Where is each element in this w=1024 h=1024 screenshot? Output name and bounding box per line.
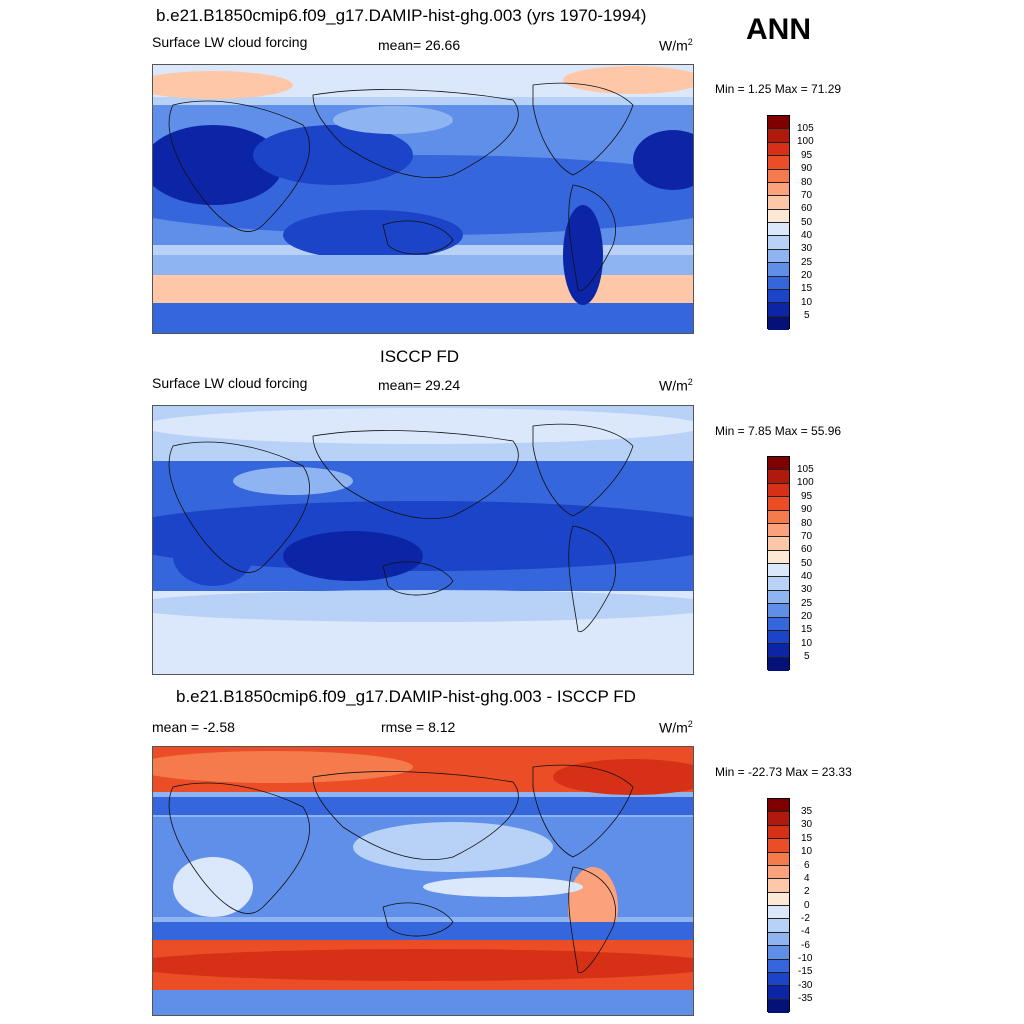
panel3-colorbar-label: 15 [801, 833, 813, 844]
season-label: ANN [746, 13, 811, 46]
panel1-colorbar-label: 100 [797, 136, 814, 147]
panel1-colorbar-label: 70 [801, 190, 813, 201]
panel2-colorbar-label: 20 [801, 611, 813, 622]
panel3-colorbar-label: 0 [804, 900, 810, 911]
panel2-colorbar [767, 456, 790, 671]
panel1-colorbar-label: 10 [801, 297, 813, 308]
panel2-colorbar-label: 60 [801, 544, 813, 555]
panel1-colorbar-label: 60 [801, 203, 813, 214]
panel3-colorbar-label: -30 [798, 980, 813, 991]
panel1-title: b.e21.B1850cmip6.f09_g17.DAMIP-hist-ghg.… [156, 6, 647, 25]
panel1-colorbar-label: 5 [804, 310, 810, 321]
panel1-colorbar-label: 50 [801, 217, 813, 228]
panel3-map [152, 746, 694, 1016]
panel1-colorbar-label: 30 [801, 243, 813, 254]
panel1-colorbar-label: 25 [801, 257, 813, 268]
panel2-title: ISCCP FD [380, 347, 460, 366]
panel3-title: b.e21.B1850cmip6.f09_g17.DAMIP-hist-ghg.… [176, 687, 636, 706]
panel3-mean-label: mean = -2.58 [152, 719, 235, 735]
panel2-colorbar-label: 105 [797, 464, 814, 475]
panel1-variable-label: Surface LW cloud forcing [152, 34, 308, 50]
panel1-colorbar-label: 20 [801, 270, 813, 281]
panel2-minmax: Min = 7.85 Max = 55.96 [715, 424, 842, 438]
panel2-units: W/m2 [659, 377, 693, 394]
panel3-colorbar-label: 30 [801, 819, 813, 830]
panel3-colorbar-label: 6 [804, 860, 810, 871]
panel2-colorbar-label: 80 [801, 518, 813, 529]
panel1-colorbar-label: 95 [801, 150, 813, 161]
panel3-minmax: Min = -22.73 Max = 23.33 [715, 765, 852, 779]
panel2-colorbar-label: 100 [797, 477, 814, 488]
panel2-colorbar-label: 50 [801, 558, 813, 569]
panel3-colorbar-label: 2 [804, 886, 810, 897]
panel1-mean-label: mean= 26.66 [378, 37, 461, 53]
panel1-colorbar-label: 90 [801, 163, 813, 174]
panel3-colorbar-label: 4 [804, 873, 810, 884]
panel3-colorbar-label: -2 [801, 913, 810, 924]
panel2-mean-label: mean= 29.24 [378, 377, 461, 393]
panel2-colorbar-label: 95 [801, 491, 813, 502]
panel2-colorbar-label: 25 [801, 598, 813, 609]
panel2-colorbar-label: 40 [801, 571, 813, 582]
panel3-colorbar-label: -15 [798, 966, 813, 977]
panel3-colorbar-label: 10 [801, 846, 813, 857]
panel2-colorbar-label: 30 [801, 584, 813, 595]
panel3-colorbar-label: -6 [801, 940, 810, 951]
panel2-colorbar-label: 70 [801, 531, 813, 542]
panel3-rmse-label: rmse = 8.12 [381, 719, 456, 735]
panel1-colorbar-label: 105 [797, 123, 814, 134]
panel3-colorbar-label: 35 [801, 806, 813, 817]
panel2-colorbar-label: 15 [801, 624, 813, 635]
panel1-colorbar [767, 115, 790, 330]
panel3-colorbar-label: -35 [798, 993, 813, 1004]
panel1-colorbar-label: 40 [801, 230, 813, 241]
panel1-map [152, 64, 694, 334]
panel3-colorbar [767, 798, 790, 1013]
panel2-colorbar-label: 5 [804, 651, 810, 662]
panel2-colorbar-label: 90 [801, 504, 813, 515]
panel2-colorbar-label: 10 [801, 638, 813, 649]
panel3-units: W/m2 [659, 719, 693, 736]
panel3-colorbar-label: -4 [801, 926, 810, 937]
panel2-variable-label: Surface LW cloud forcing [152, 375, 308, 391]
panel1-colorbar-label: 80 [801, 177, 813, 188]
panel2-map [152, 405, 694, 675]
panel1-units: W/m2 [659, 37, 693, 54]
panel3-colorbar-label: -10 [798, 953, 813, 964]
panel1-colorbar-label: 15 [801, 283, 813, 294]
panel1-minmax: Min = 1.25 Max = 71.29 [715, 82, 842, 96]
